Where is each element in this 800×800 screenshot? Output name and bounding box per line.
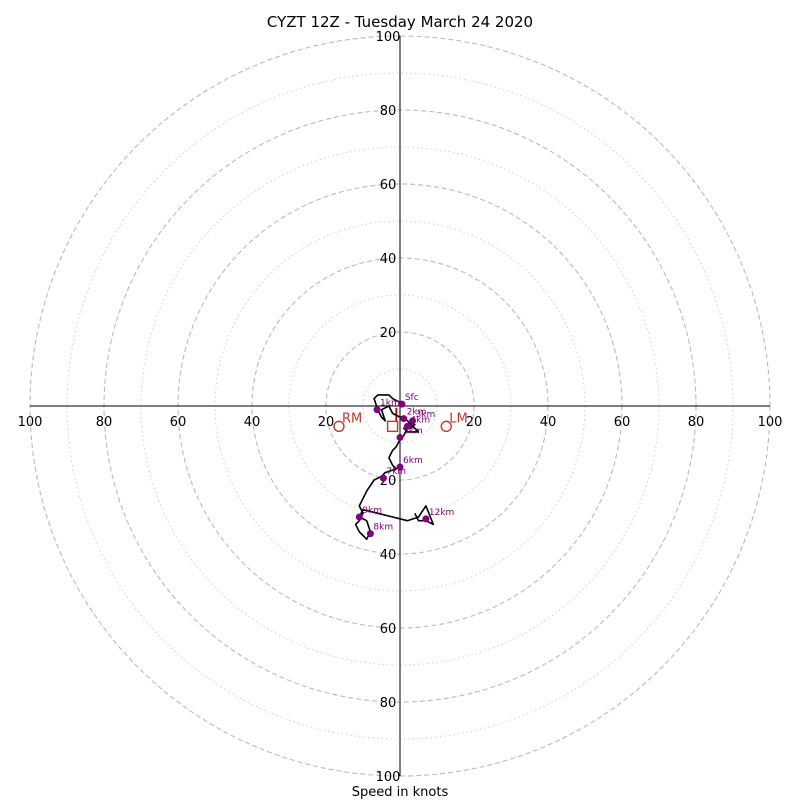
x-tick-label: 60 [170,415,187,430]
hodograph-line [354,394,435,541]
storm-motions: RM LM [333,411,468,433]
y-tick-label: 60 [380,178,397,193]
level-label: 2km [407,408,427,418]
level-marker [409,417,417,425]
level-label: 8km [373,523,393,533]
level-marker [355,513,363,521]
x-tick-label: 40 [244,415,261,430]
level-label: 1km [380,399,400,409]
level-label: 9km [362,506,382,516]
level-marker [422,515,430,523]
level-label: 6km [403,456,423,466]
level-label: Sfc [405,393,419,403]
x-tick-label: 80 [96,415,113,430]
level-marker [396,463,404,471]
y-tick-label: 100 [376,30,401,45]
x-tick-label: 60 [614,415,631,430]
mean-wind-marker [386,420,399,433]
tick-labels: 100 80 60 40 20 20 40 60 80 100100806040202040608… [18,30,783,785]
storm-motion-marker [333,420,345,433]
level-marker [373,406,381,414]
hodograph-trace [354,394,435,541]
x-tick-label: 100 [18,415,43,430]
storm-motion-label: RM [342,411,362,426]
x-axis-label: Speed in knots [352,785,449,800]
storm-motion-label: LM [449,411,467,426]
level-marker [403,422,411,430]
y-tick-label: 80 [380,104,397,119]
y-tick-label: 100 [376,770,401,785]
y-tick-label: 40 [380,252,397,267]
y-tick-label: 40 [380,548,397,563]
x-tick-label: 40 [540,415,557,430]
chart-title: CYZT 12Z - Tuesday March 24 2020 [267,13,533,31]
level-marker [379,474,387,482]
level-label: 5km [403,426,423,436]
x-tick-label: 100 [758,415,783,430]
y-tick-label: 20 [380,326,397,341]
level-label: 7km [386,467,406,477]
x-tick-label: 80 [688,415,705,430]
y-tick-label: 60 [380,622,397,637]
level-label: 3km [416,410,436,420]
level-marker [396,433,404,441]
level-marker [398,400,406,408]
level-marker [400,415,408,423]
x-tick-label: 20 [318,415,335,430]
x-tick-label: 20 [466,415,483,430]
level-label: 4km [410,415,430,425]
storm-motion-marker [440,420,452,433]
y-tick-label: 80 [380,696,397,711]
level-marker [366,530,374,538]
level-label: 12km [429,508,454,518]
